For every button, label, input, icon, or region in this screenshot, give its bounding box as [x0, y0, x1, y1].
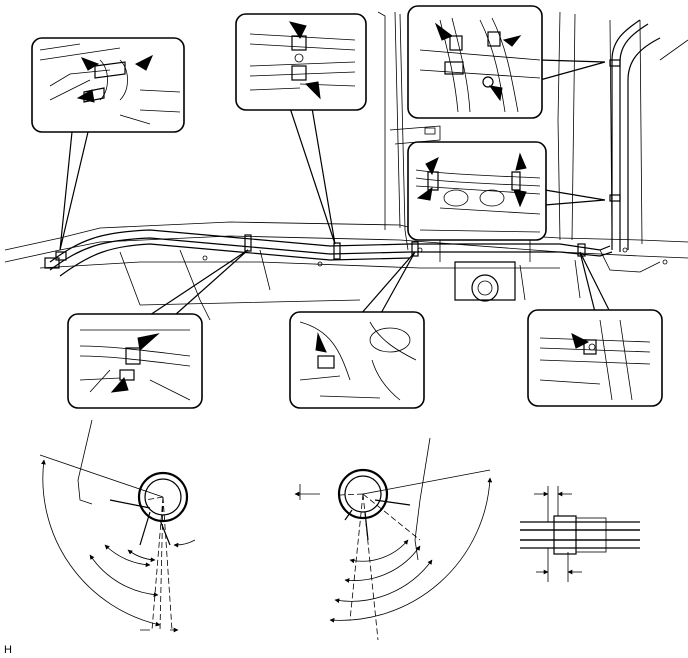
callout-upper-mid-clamps: [235, 13, 367, 111]
reference-label: H: [4, 644, 12, 656]
fuel-line-bundle: [44, 19, 661, 277]
callout-leaders: [59, 59, 611, 316]
callout-right-mid-clamps: [407, 141, 547, 241]
callout-lower-right-clamp: [527, 309, 663, 407]
callout-upper-right-clamps: [407, 5, 543, 119]
callout-lower-left-clamp: [67, 313, 203, 409]
clamp-angle-detail-center: [294, 437, 493, 641]
clamp-angle-detail-left: [39, 419, 196, 630]
callout-rear-left-clamps: [31, 37, 185, 133]
callout-lower-mid-clamp: [289, 311, 425, 409]
pipe-joint-detail-right: [520, 486, 640, 582]
